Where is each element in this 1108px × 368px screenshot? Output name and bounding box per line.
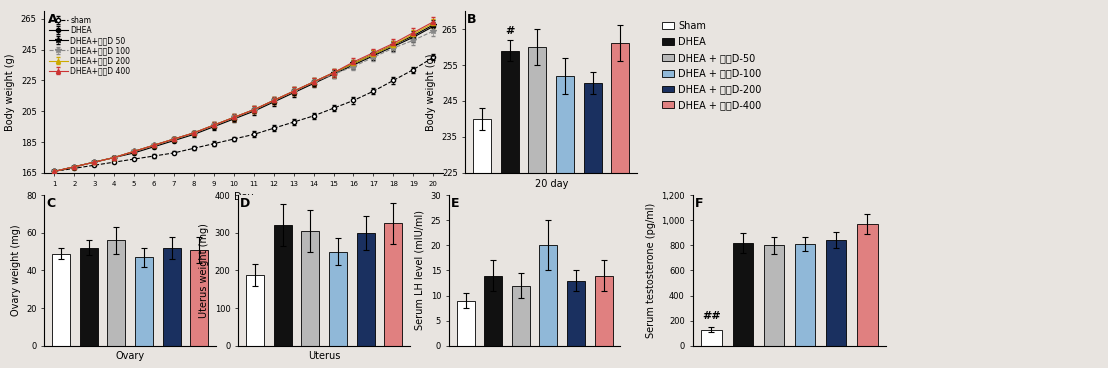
X-axis label: Ovary: Ovary: [115, 351, 145, 361]
Bar: [163, 248, 181, 346]
X-axis label: 20 day: 20 day: [534, 178, 568, 188]
Y-axis label: Body weight (g): Body weight (g): [427, 53, 437, 131]
Bar: [501, 51, 519, 173]
Bar: [827, 240, 847, 346]
Legend: Sham, DHEA, DHEA + 처방D-50, DHEA + 처방D-100, DHEA + 처방D-200, DHEA + 처방D-400: Sham, DHEA, DHEA + 처방D-50, DHEA + 처방D-10…: [661, 21, 762, 110]
Bar: [858, 224, 878, 346]
Bar: [595, 276, 613, 346]
Text: D: D: [240, 197, 250, 209]
Bar: [52, 254, 70, 346]
Bar: [80, 248, 98, 346]
Bar: [612, 43, 629, 173]
Bar: [732, 243, 752, 346]
Bar: [191, 250, 208, 346]
Bar: [357, 233, 375, 346]
Legend: sham, DHEA, DHEA+처방D 50, DHEA+처방D 100, DHEA+처방D 200, DHEA+처방D 400: sham, DHEA, DHEA+처방D 50, DHEA+처방D 100, D…: [48, 15, 131, 76]
Bar: [484, 276, 502, 346]
Bar: [540, 245, 557, 346]
Bar: [274, 225, 291, 346]
Bar: [329, 252, 347, 346]
Bar: [135, 257, 153, 346]
Bar: [529, 47, 546, 173]
Bar: [301, 231, 319, 346]
Y-axis label: Ovary weight (mg): Ovary weight (mg): [10, 225, 21, 316]
Text: F: F: [695, 197, 702, 209]
Bar: [246, 275, 264, 346]
Bar: [701, 330, 721, 346]
Text: C: C: [47, 197, 55, 209]
Y-axis label: Serum testosterone (pg/ml): Serum testosterone (pg/ml): [646, 203, 656, 338]
Bar: [384, 223, 402, 346]
Bar: [584, 83, 602, 173]
Text: #: #: [505, 26, 514, 36]
Bar: [456, 301, 474, 346]
Bar: [512, 286, 530, 346]
Text: B: B: [468, 13, 476, 26]
Text: A: A: [49, 13, 58, 26]
Y-axis label: Serum LH level (mIU/ml): Serum LH level (mIU/ml): [414, 210, 425, 330]
X-axis label: Day: Day: [234, 192, 254, 202]
Y-axis label: Uterus weight (mg): Uterus weight (mg): [199, 223, 209, 318]
Bar: [473, 119, 491, 173]
Text: E: E: [451, 197, 459, 209]
Bar: [794, 244, 815, 346]
Y-axis label: Body weight (g): Body weight (g): [6, 53, 16, 131]
Bar: [763, 245, 784, 346]
Text: ##: ##: [702, 311, 721, 321]
Bar: [567, 280, 585, 346]
X-axis label: Uterus: Uterus: [308, 351, 340, 361]
Bar: [556, 76, 574, 173]
Bar: [107, 240, 125, 346]
